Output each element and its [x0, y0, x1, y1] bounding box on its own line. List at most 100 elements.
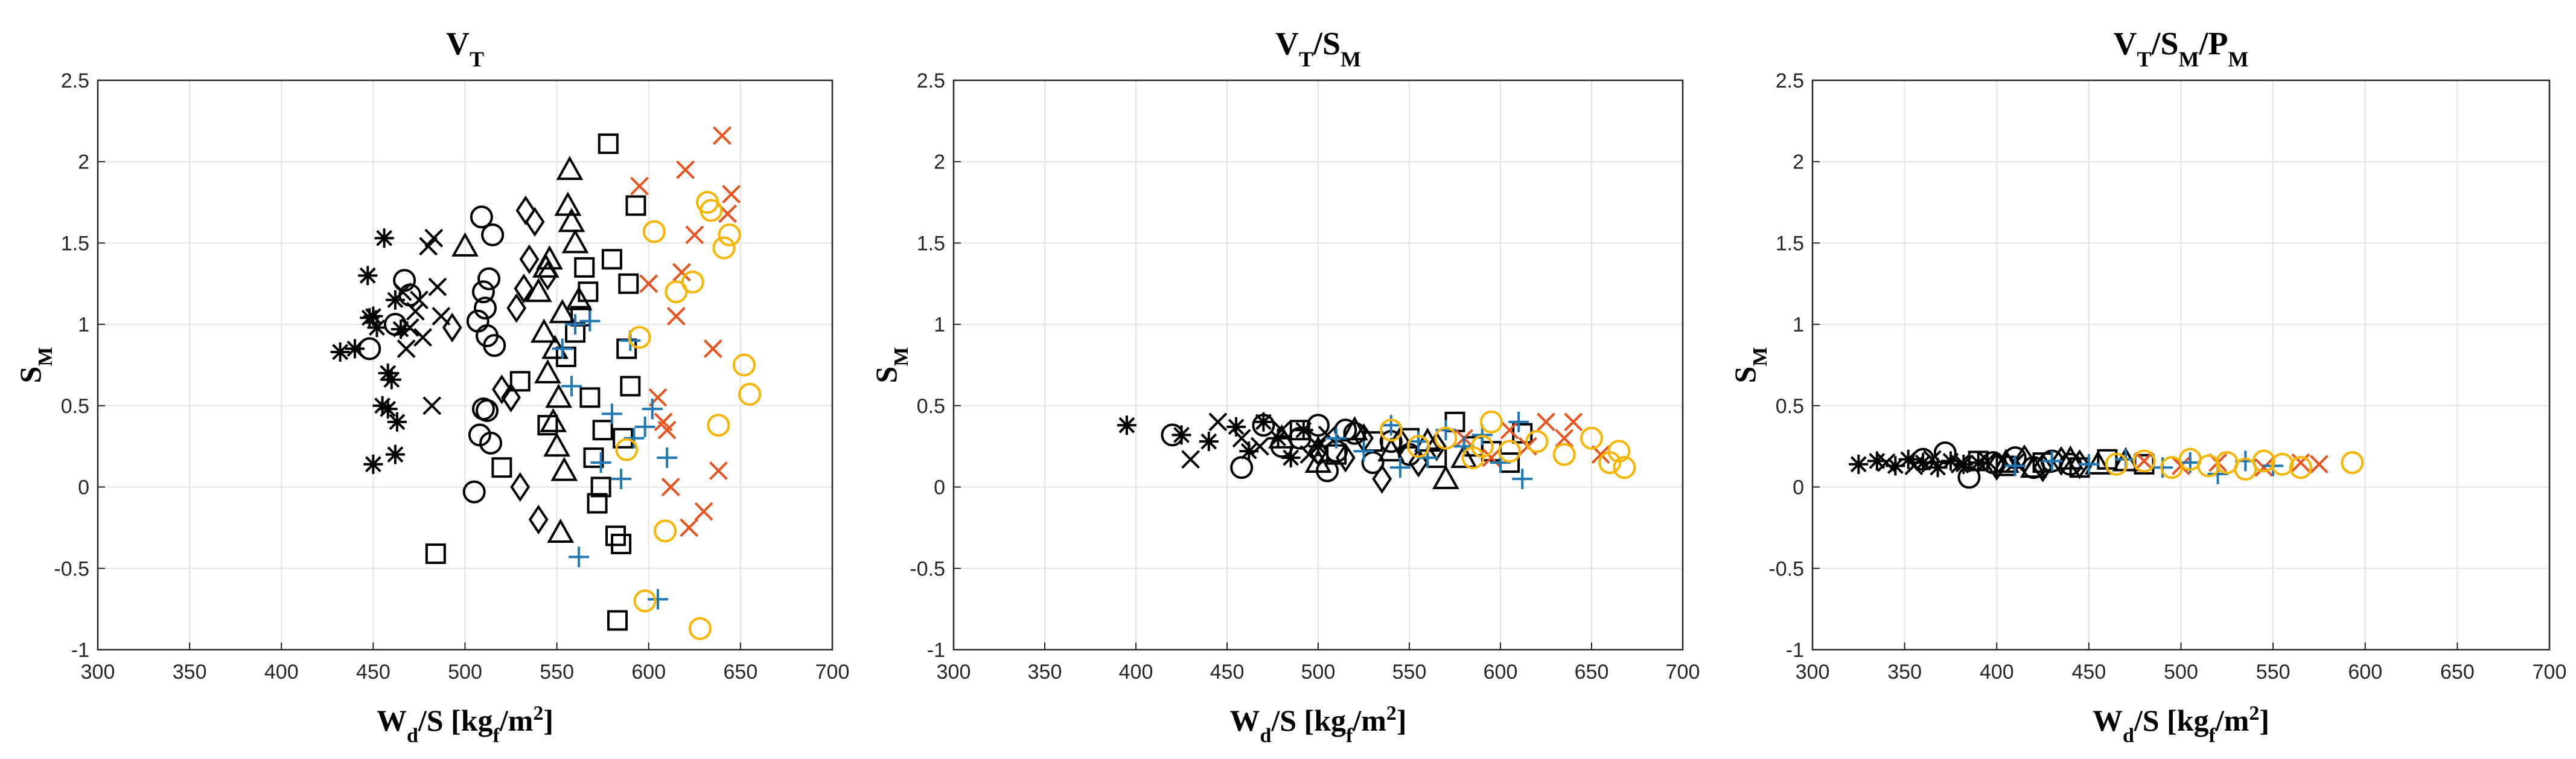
data-point [722, 185, 741, 204]
data-point [367, 318, 387, 338]
x-tick-label: 300 [937, 661, 971, 684]
data-point [616, 338, 637, 359]
data-point [654, 412, 673, 432]
data-point [1607, 440, 1631, 463]
chart-panel-2: 300 350 400 450 500 550 600 650 700 -1 -0.5 0 0.5 1 1.… [869, 25, 1700, 747]
data-point [1512, 469, 1533, 490]
y-tick-label: 2.5 [917, 69, 945, 92]
data-point [1508, 411, 1529, 432]
x-tick-label: 350 [1028, 661, 1062, 684]
data-point [1580, 426, 1603, 450]
data-point [1426, 431, 1447, 461]
data-point [442, 312, 462, 343]
y-axis-label: SM [1728, 347, 1771, 383]
data-point [1308, 436, 1328, 466]
data-point [1181, 450, 1200, 469]
data-point [2084, 450, 2112, 475]
data-point [2105, 452, 2128, 476]
data-point [1613, 456, 1636, 479]
data-point [561, 229, 589, 254]
series-circle-yellow [615, 191, 762, 640]
data-point [598, 133, 619, 155]
x-tick-label: 650 [2440, 661, 2475, 684]
data-point [391, 319, 411, 339]
x-axis-label: Wd/S [kgf/m2] [2093, 702, 2269, 747]
data-point [422, 396, 442, 415]
data-point [657, 447, 678, 469]
data-point [381, 370, 401, 389]
chart-title: VT/SM [1275, 25, 1361, 71]
y-tick-label: 2.5 [1776, 69, 1804, 92]
y-tick-label: 0 [78, 476, 89, 499]
data-point [574, 257, 595, 278]
y-tick-label: 0 [934, 476, 945, 499]
data-point [738, 382, 762, 406]
data-point [1876, 453, 1896, 472]
chart-title: VT [446, 25, 484, 71]
data-point [1281, 448, 1301, 468]
y-tick-label: -0.5 [1768, 557, 1804, 580]
data-point [1564, 412, 1583, 432]
data-point [2041, 450, 2062, 472]
y-tick-label: 1 [78, 313, 89, 336]
data-point [607, 610, 628, 631]
x-tick-label: 700 [1666, 661, 1700, 684]
data-point [680, 518, 699, 537]
data-point [713, 126, 732, 146]
data-point [1407, 435, 1430, 458]
data-point [491, 457, 512, 478]
x-tick-label: 400 [1119, 661, 1153, 684]
chart-panel-3: 300 350 400 450 500 550 600 650 700 -1 -0.5 0 0.5 1 1.… [1728, 25, 2566, 747]
data-point [425, 543, 446, 565]
data-point [473, 296, 497, 320]
data-point [387, 412, 407, 432]
data-point [530, 318, 558, 343]
data-point [462, 480, 486, 504]
data-point [477, 267, 501, 290]
data-point [385, 444, 405, 464]
data-point [1986, 450, 2007, 481]
data-point [537, 415, 558, 436]
data-point [360, 308, 380, 328]
data-point [1525, 430, 1549, 453]
data-point [625, 195, 646, 216]
data-point [2291, 453, 2310, 472]
data-point [2271, 452, 2294, 476]
data-point [330, 342, 350, 362]
data-point [1199, 432, 1219, 452]
data-point [345, 339, 365, 359]
data-point [592, 420, 613, 441]
data-point [1992, 449, 2020, 473]
data-point [1968, 453, 1988, 473]
data-point [428, 277, 447, 296]
data-point [1341, 416, 1368, 441]
data-point [2197, 454, 2221, 478]
data-point [481, 223, 505, 246]
data-point [681, 271, 704, 294]
data-point [2252, 449, 2275, 473]
y-tick-label: 2 [1793, 151, 1804, 174]
data-point [1161, 423, 1184, 447]
data-point [639, 274, 658, 293]
y-tick-label: 1.5 [61, 232, 89, 255]
data-point [712, 236, 736, 260]
data-point [476, 399, 499, 422]
data-point [547, 518, 575, 543]
data-point [590, 476, 611, 498]
x-tick-label: 550 [2256, 661, 2291, 684]
data-point [2289, 456, 2312, 479]
data-point [1434, 426, 1458, 450]
y-tick-label: 1 [1793, 313, 1804, 336]
series-asterisk-black [1117, 412, 1328, 468]
data-point [393, 269, 416, 292]
x-tick-label: 450 [1210, 661, 1245, 684]
data-point [554, 191, 582, 216]
data-point [1226, 417, 1246, 437]
data-point [615, 438, 639, 461]
data-point [1913, 453, 1933, 473]
data-point [552, 338, 573, 359]
y-tick-label: 0.5 [61, 395, 89, 418]
data-point [569, 546, 590, 568]
data-point [550, 456, 578, 481]
data-point [1537, 412, 1555, 432]
